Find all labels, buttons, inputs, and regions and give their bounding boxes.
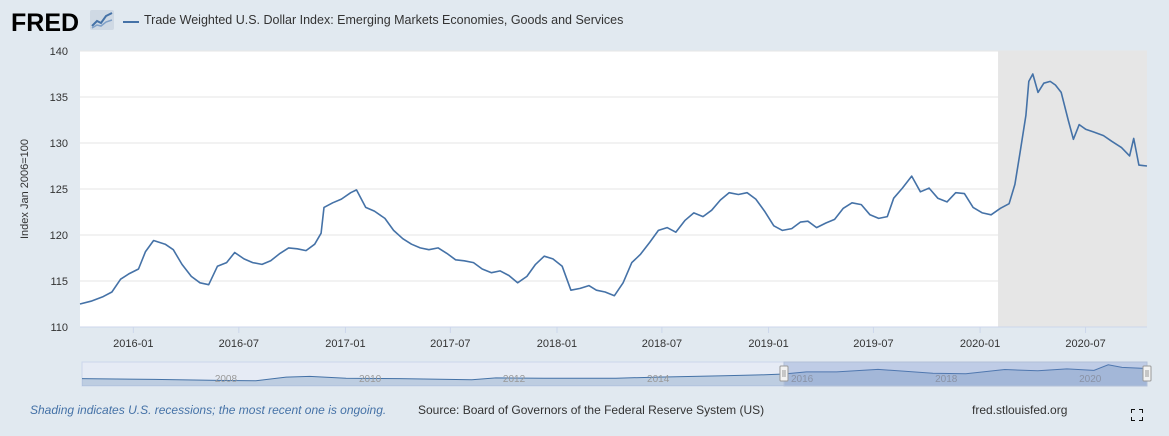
navigator-tick-label: 2008 <box>215 374 238 385</box>
y-axis-label: Index Jan 2006=100 <box>19 139 31 239</box>
x-tick-label: 2019-01 <box>748 338 788 350</box>
y-tick-label: 110 <box>50 322 68 334</box>
recession-note: Shading indicates U.S. recessions; the m… <box>30 403 387 417</box>
source-text: Source: Board of Governors of the Federa… <box>418 403 765 417</box>
navigator-tick-label: 2010 <box>359 374 382 385</box>
fred-logo[interactable]: FRED <box>11 9 80 37</box>
x-tick-label: 2017-07 <box>430 338 470 350</box>
y-tick-label: 140 <box>50 46 68 58</box>
x-tick-label: 2018-01 <box>537 338 577 350</box>
x-tick-label: 2019-07 <box>853 338 893 350</box>
y-tick-label: 120 <box>50 230 68 242</box>
line-chart[interactable]: 110 115 120 125 130 135 140 2016-01 2016-07 2017-… <box>0 40 1169 395</box>
legend-series-label: Trade Weighted U.S. Dollar Index: Emergi… <box>144 13 624 27</box>
x-tick-label: 2020-01 <box>960 338 1000 350</box>
navigator-area <box>82 364 1147 386</box>
navigator-tick-label: 2018 <box>935 374 958 385</box>
site-link[interactable]: fred.stlouisfed.org <box>972 403 1068 417</box>
y-tick-label: 115 <box>50 276 68 288</box>
navigator-tick-label: 2012 <box>503 374 526 385</box>
navigator-background <box>81 361 1148 387</box>
navigator-line <box>81 364 1148 382</box>
navigator-handle-left[interactable] <box>779 365 789 382</box>
navigator-selection[interactable] <box>783 361 1148 387</box>
legend-swatch <box>123 21 139 23</box>
x-tick-label: 2016-07 <box>219 338 259 350</box>
y-tick-label: 135 <box>50 92 68 104</box>
fullscreen-icon[interactable] <box>1131 409 1143 421</box>
navigator-tick-label: 2016 <box>791 374 814 385</box>
x-tick-label: 2016-01 <box>113 338 153 350</box>
navigator-handle-right[interactable] <box>1142 365 1152 382</box>
x-tick-label: 2020-07 <box>1065 338 1105 350</box>
y-tick-label: 130 <box>50 138 68 150</box>
line-chart-icon <box>90 10 114 30</box>
navigator-tick-label: 2020 <box>1079 374 1102 385</box>
x-tick-label: 2018-07 <box>642 338 682 350</box>
chart-header: FRED Trade Weighted U.S. Dollar Index: E… <box>0 0 1169 44</box>
series-line <box>79 73 1148 305</box>
x-tick-label: 2017-01 <box>325 338 365 350</box>
y-tick-label: 125 <box>50 184 68 196</box>
navigator-tick-label: 2014 <box>647 374 670 385</box>
